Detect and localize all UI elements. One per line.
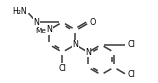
Text: N: N <box>34 18 40 27</box>
Text: H₂N: H₂N <box>12 7 26 16</box>
Text: Cl: Cl <box>58 64 66 73</box>
Text: O: O <box>90 18 96 27</box>
Text: Me: Me <box>35 28 46 34</box>
Text: N: N <box>85 48 91 57</box>
Text: Cl: Cl <box>128 40 136 49</box>
Text: N: N <box>72 40 78 49</box>
Text: N: N <box>47 25 52 34</box>
Text: Cl: Cl <box>128 70 136 79</box>
